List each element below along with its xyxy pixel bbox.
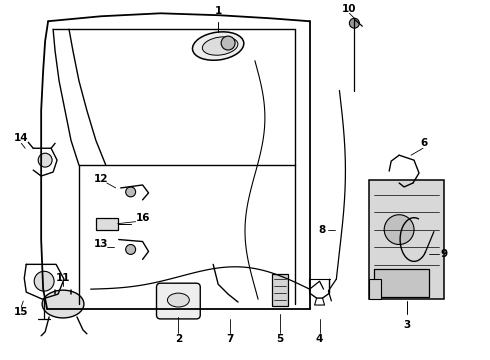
Text: 5: 5 xyxy=(276,334,283,344)
Text: 16: 16 xyxy=(135,213,150,223)
Circle shape xyxy=(125,244,136,255)
Text: 13: 13 xyxy=(94,239,108,249)
Text: 2: 2 xyxy=(175,334,182,344)
Bar xyxy=(369,279,381,299)
Text: 12: 12 xyxy=(94,174,108,184)
Ellipse shape xyxy=(42,290,84,318)
Ellipse shape xyxy=(202,37,238,55)
Text: 14: 14 xyxy=(14,133,28,143)
Text: 7: 7 xyxy=(226,334,234,344)
Ellipse shape xyxy=(193,32,244,60)
Bar xyxy=(369,180,444,299)
Circle shape xyxy=(34,271,54,291)
FancyBboxPatch shape xyxy=(156,283,200,319)
Bar xyxy=(374,269,429,297)
Text: 1: 1 xyxy=(215,6,222,16)
Ellipse shape xyxy=(168,293,189,307)
Text: 6: 6 xyxy=(420,138,428,148)
Bar xyxy=(96,218,118,230)
Text: 15: 15 xyxy=(14,307,28,317)
Circle shape xyxy=(221,36,235,50)
Circle shape xyxy=(125,187,136,197)
Bar xyxy=(272,274,288,306)
Circle shape xyxy=(384,215,414,244)
Text: 3: 3 xyxy=(403,320,411,330)
Text: 4: 4 xyxy=(316,334,323,344)
Circle shape xyxy=(349,18,359,28)
Circle shape xyxy=(38,153,52,167)
Text: 8: 8 xyxy=(318,225,325,235)
Text: 9: 9 xyxy=(441,249,447,260)
Text: 10: 10 xyxy=(342,4,357,14)
Text: 11: 11 xyxy=(56,273,70,283)
